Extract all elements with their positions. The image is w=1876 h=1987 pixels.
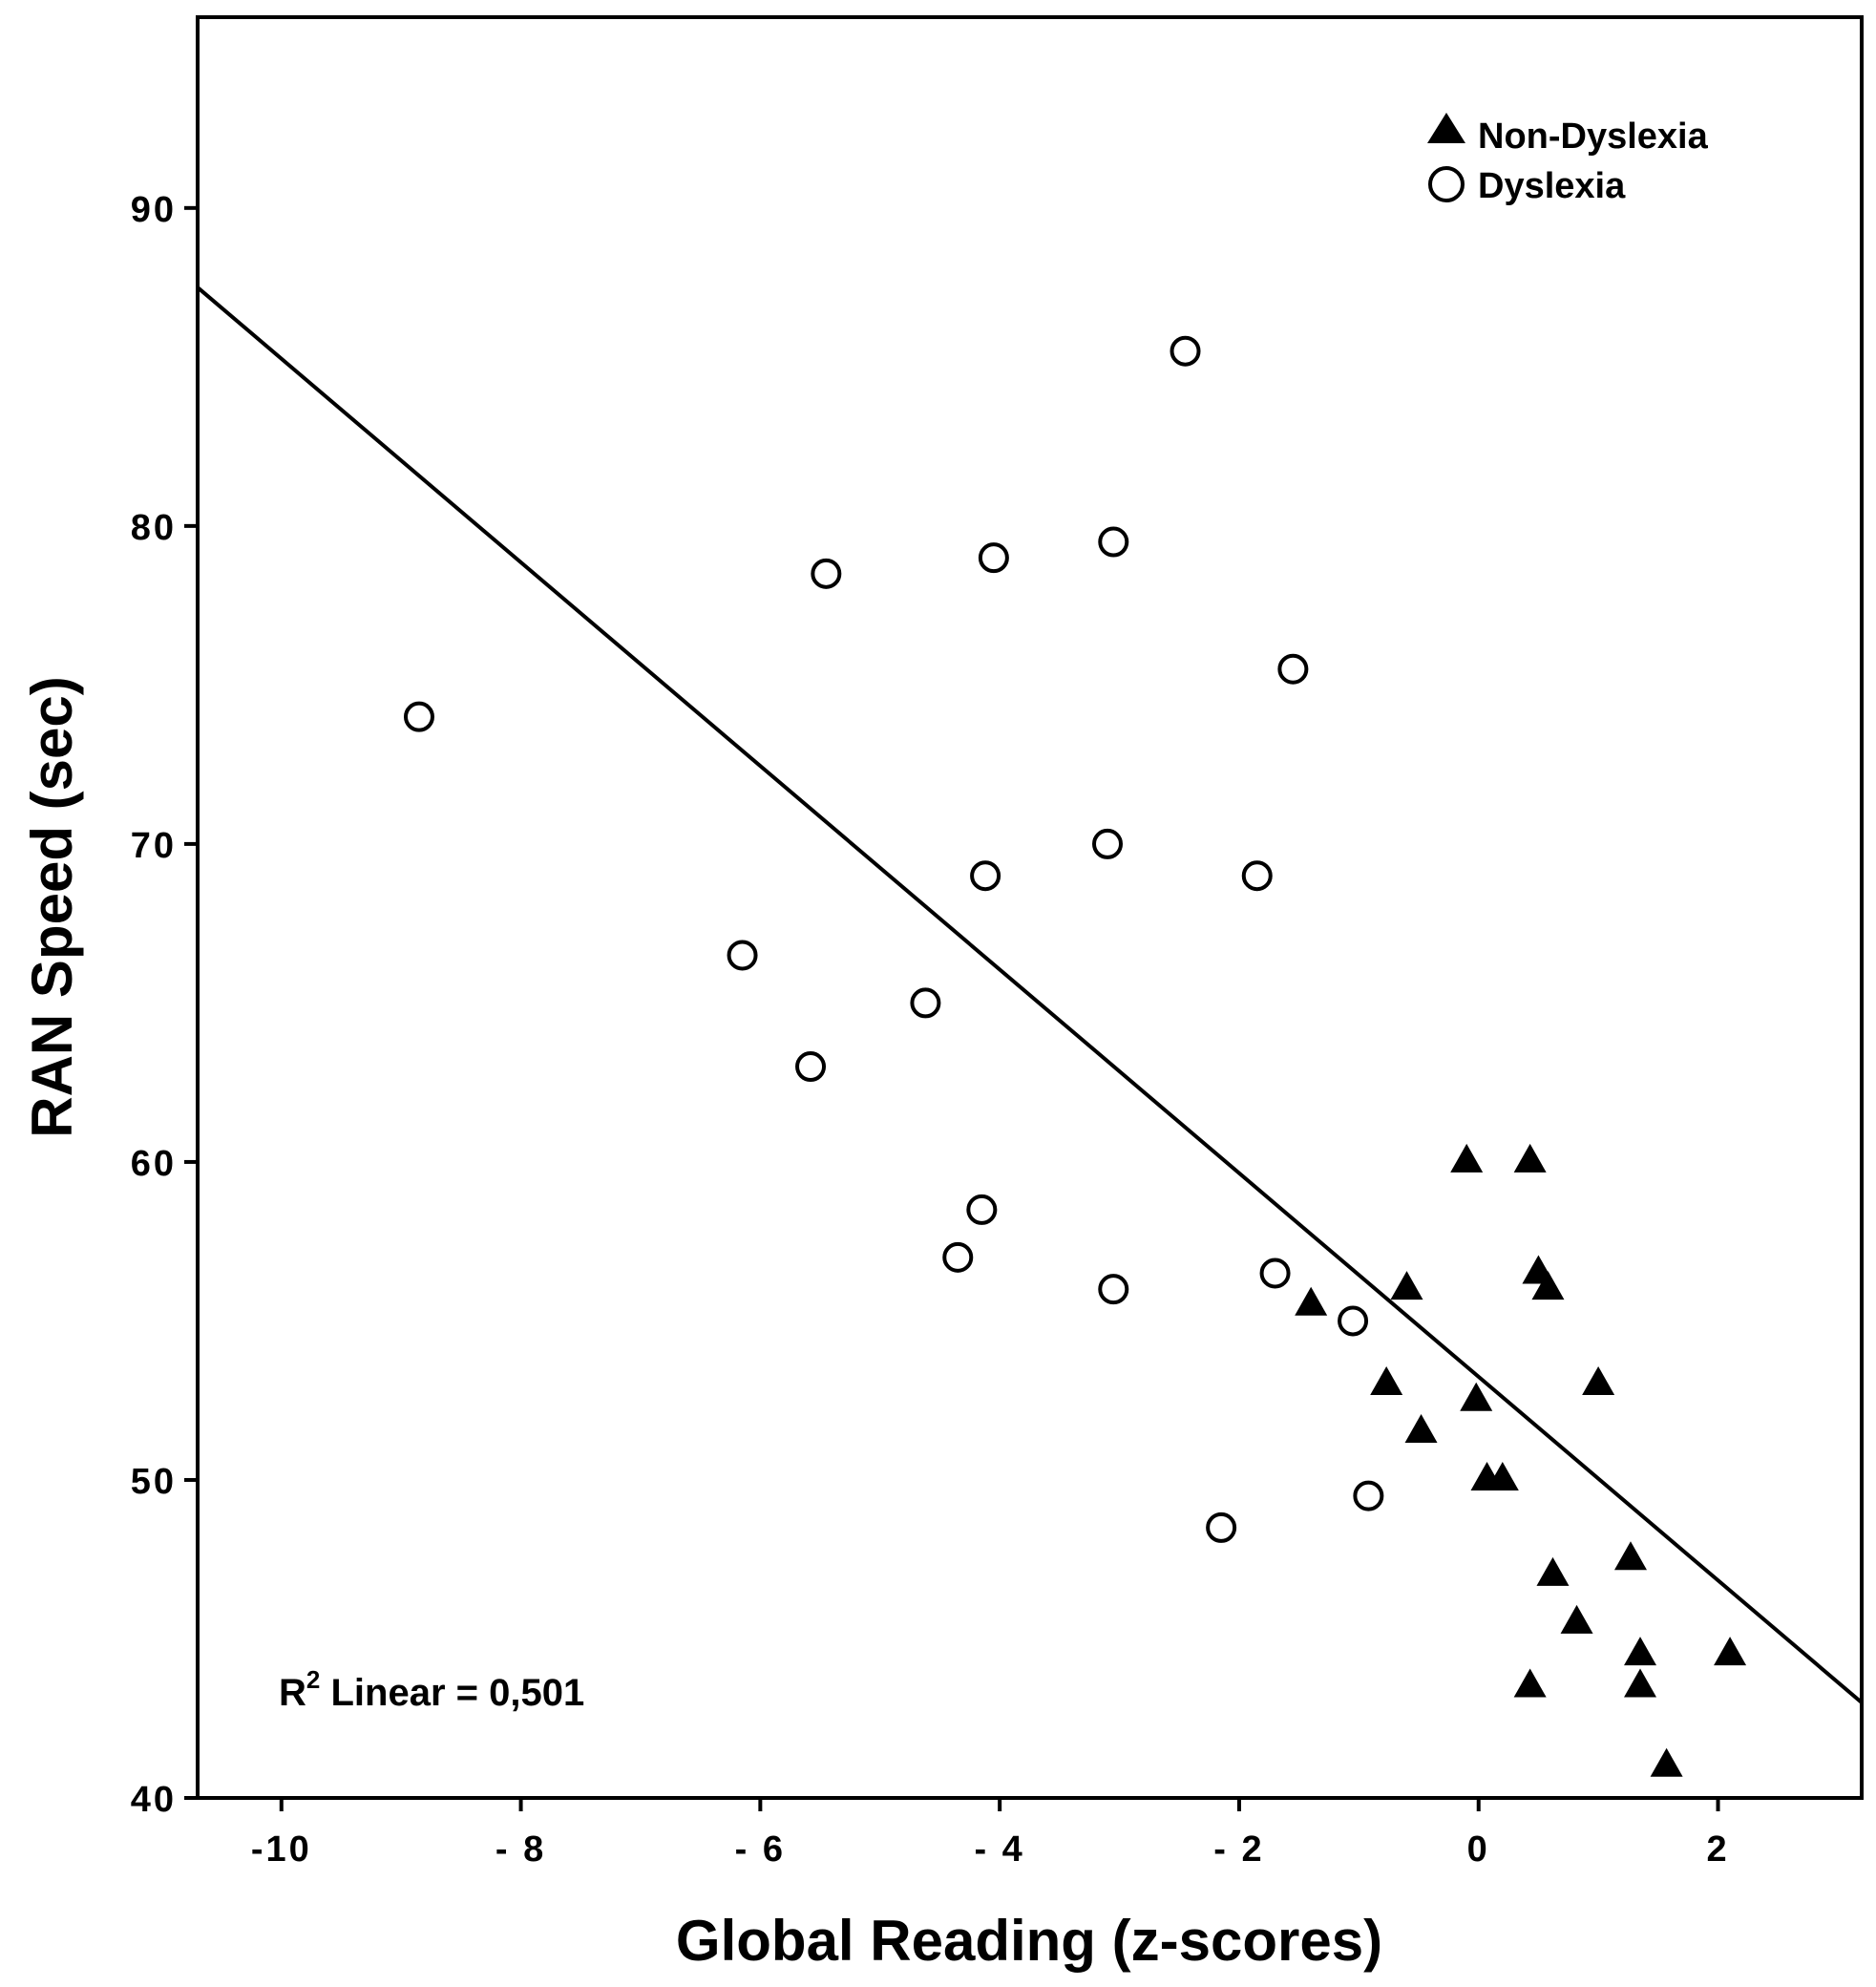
point-non-dyslexia (1624, 1637, 1657, 1666)
point-dyslexia (910, 987, 941, 1019)
point-dyslexia (942, 1241, 974, 1273)
x-tick-label: - 4 (974, 1829, 1024, 1870)
point-non-dyslexia (1404, 1414, 1438, 1444)
point-dyslexia (1092, 828, 1124, 859)
x-axis-title: Global Reading (z-scores) (676, 1909, 1382, 1973)
legend-label-dyslexia: Dyslexia (1478, 166, 1626, 206)
x-tick-label: - 8 (495, 1829, 546, 1870)
point-dyslexia (1206, 1511, 1237, 1543)
legend: Non-Dyslexia Dyslexia (1427, 113, 1709, 206)
point-non-dyslexia (1624, 1668, 1657, 1698)
point-dyslexia (1338, 1305, 1369, 1337)
point-non-dyslexia (1650, 1747, 1683, 1777)
point-non-dyslexia (1536, 1556, 1570, 1586)
r-squared-annotation: R2 Linear = 0,501 (279, 1665, 584, 1714)
x-tick-label: 2 (1706, 1829, 1729, 1870)
point-dyslexia (811, 558, 842, 589)
r-squared-value: Linear = 0,501 (320, 1672, 584, 1714)
point-dyslexia (966, 1194, 998, 1225)
y-tick-label: 50 (131, 1462, 177, 1502)
x-tick-label: 0 (1467, 1829, 1490, 1870)
point-non-dyslexia (1560, 1604, 1593, 1634)
point-non-dyslexia (1513, 1668, 1547, 1698)
point-non-dyslexia (1582, 1366, 1615, 1396)
legend-marker-non-dyslexia (1427, 113, 1465, 143)
plot-area (196, 15, 1864, 1800)
x-tick-label: -10 (251, 1829, 312, 1870)
r-squared-superscript: 2 (306, 1665, 320, 1694)
y-axis-ticks: 40 50 60 70 80 90 (131, 190, 198, 1820)
point-non-dyslexia (1450, 1143, 1484, 1173)
r-squared-prefix: R (279, 1672, 306, 1714)
point-dyslexia (970, 860, 1001, 892)
point-dyslexia (1170, 335, 1201, 367)
y-tick-label: 40 (131, 1780, 177, 1820)
point-non-dyslexia (1390, 1271, 1423, 1300)
data-points (403, 335, 1747, 1777)
legend-marker-dyslexia (1428, 166, 1465, 202)
point-non-dyslexia (1613, 1541, 1647, 1571)
regression-line (198, 285, 1862, 1704)
x-tick-label: - 2 (1213, 1829, 1264, 1870)
y-tick-label: 90 (131, 190, 177, 230)
point-dyslexia (403, 701, 434, 732)
point-non-dyslexia (1486, 1461, 1519, 1490)
point-non-dyslexia (1370, 1366, 1403, 1396)
x-axis-ticks: -10 - 8 - 6 - 4 - 2 0 2 (251, 1798, 1729, 1870)
y-tick-label: 70 (131, 826, 177, 866)
point-dyslexia (795, 1051, 827, 1083)
y-tick-label: 60 (131, 1144, 177, 1184)
point-dyslexia (1098, 1274, 1129, 1305)
point-non-dyslexia (1295, 1286, 1328, 1316)
point-dyslexia (1098, 526, 1129, 558)
point-dyslexia (1241, 860, 1273, 892)
point-dyslexia (727, 940, 758, 971)
y-tick-label: 80 (131, 508, 177, 548)
fit-line-group (198, 285, 1862, 1704)
point-non-dyslexia (1513, 1143, 1547, 1173)
point-non-dyslexia (1531, 1271, 1565, 1300)
point-non-dyslexia (1714, 1637, 1747, 1666)
point-dyslexia (1277, 653, 1309, 685)
y-axis-title: RAN Speed (sec) (20, 676, 84, 1137)
point-non-dyslexia (1460, 1382, 1493, 1411)
legend-label-non-dyslexia: Non-Dyslexia (1478, 116, 1709, 157)
plot-frame (196, 15, 1864, 1800)
point-dyslexia (1259, 1258, 1291, 1289)
x-tick-label: - 6 (735, 1829, 786, 1870)
point-dyslexia (1353, 1480, 1384, 1511)
point-dyslexia (978, 542, 1009, 574)
